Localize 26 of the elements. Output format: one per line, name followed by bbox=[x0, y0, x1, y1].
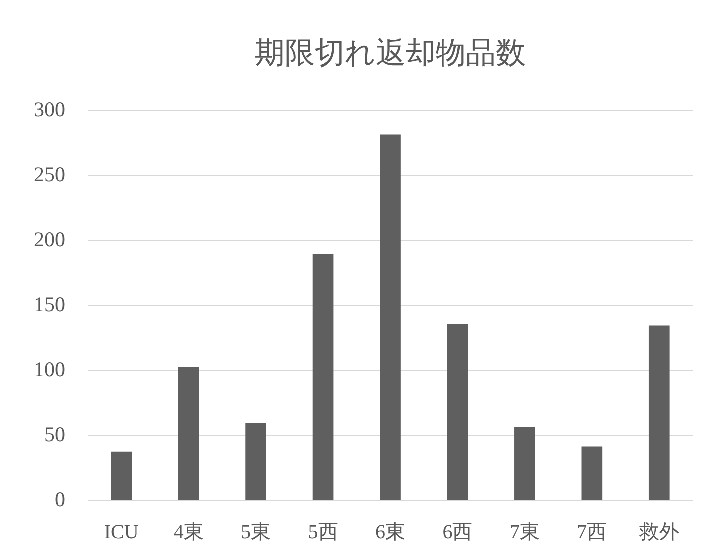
y-tick-label: 150 bbox=[34, 292, 66, 316]
bar bbox=[111, 452, 132, 500]
x-tick-label: 7東 bbox=[510, 522, 540, 544]
y-tick-label: 200 bbox=[34, 228, 66, 252]
y-tick-label: 0 bbox=[55, 488, 66, 512]
x-tick-label: ICU bbox=[104, 522, 140, 544]
bar bbox=[178, 367, 200, 500]
x-tick-label: 救外 bbox=[638, 522, 680, 544]
x-tick-label: 7西 bbox=[577, 522, 608, 544]
y-tick-label: 100 bbox=[34, 358, 66, 382]
x-tick-label: 5東 bbox=[241, 522, 272, 544]
x-tick-label: 6西 bbox=[442, 522, 473, 544]
bar bbox=[447, 324, 468, 500]
y-tick-label: 300 bbox=[34, 98, 66, 122]
chart-title: 期限切れ返却物品数 bbox=[255, 36, 526, 71]
bar bbox=[648, 326, 670, 500]
x-tick-label: 4東 bbox=[174, 522, 204, 544]
bar bbox=[380, 134, 401, 500]
y-tick-label: 250 bbox=[34, 162, 66, 186]
bar bbox=[312, 254, 334, 500]
x-tick-label: 6東 bbox=[376, 522, 406, 544]
bar bbox=[582, 446, 603, 500]
x-tick-label: 5西 bbox=[308, 522, 338, 544]
bar bbox=[246, 423, 266, 500]
bar bbox=[514, 427, 536, 500]
y-tick-label: 50 bbox=[44, 422, 66, 446]
